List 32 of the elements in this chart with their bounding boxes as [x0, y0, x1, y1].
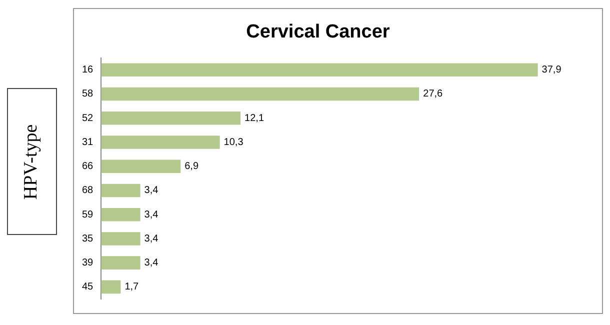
- y-axis-title: HPV-type: [21, 124, 43, 200]
- data-label: 3,4: [144, 185, 159, 196]
- data-label: 3,4: [144, 233, 159, 244]
- data-label: 10,3: [224, 136, 244, 148]
- bar: [101, 232, 140, 246]
- y-tick-label: 58: [82, 88, 94, 100]
- chart-title: Cervical Cancer: [246, 22, 390, 43]
- y-tick-label: 16: [82, 64, 94, 76]
- data-label: 3,4: [144, 258, 159, 269]
- bar: [101, 63, 538, 76]
- y-tick-label: 66: [82, 161, 94, 172]
- bar: [101, 280, 121, 294]
- bar: [101, 208, 140, 222]
- data-label: 3,4: [144, 209, 159, 220]
- data-label: 27,6: [423, 88, 444, 100]
- data-label: 1,7: [124, 282, 140, 293]
- bar: [101, 184, 140, 198]
- bar: [101, 160, 181, 173]
- bar: [101, 87, 420, 101]
- y-tick-label: 59: [82, 209, 94, 220]
- bar: [101, 111, 241, 125]
- y-tick-label: 39: [82, 258, 94, 269]
- data-label: 6,9: [184, 161, 199, 172]
- data-label: 37,9: [542, 64, 562, 76]
- y-tick-label: 31: [82, 136, 94, 148]
- y-tick-label: 45: [82, 282, 94, 293]
- y-tick-label: 68: [82, 185, 94, 196]
- y-tick-label: 35: [82, 233, 94, 244]
- y-tick-label: 52: [82, 112, 94, 124]
- bar: [101, 136, 220, 149]
- data-label: 12,1: [244, 112, 264, 124]
- bar: [101, 256, 140, 270]
